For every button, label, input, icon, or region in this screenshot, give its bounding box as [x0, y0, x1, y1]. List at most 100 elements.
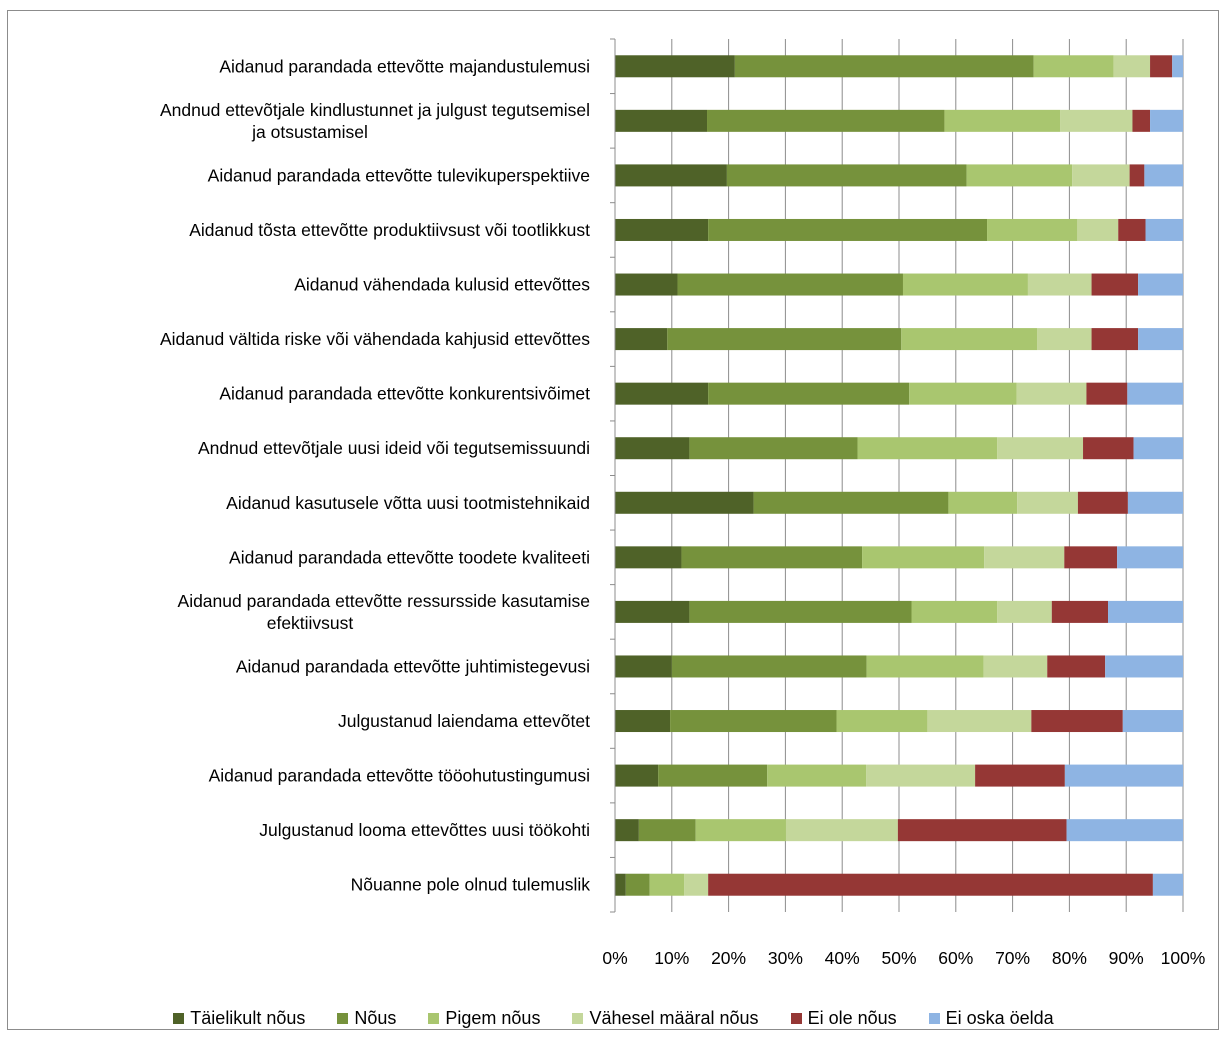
category-label: Julgustanud laiendama ettevõtet — [338, 711, 590, 731]
x-tick-labels: 0% 10% 20% 30% 40% 50% 60% 70% 80% 90% 100% — [602, 948, 1205, 968]
category-labels: Aidanud parandada ettevõtte majandustule… — [160, 56, 590, 894]
category-label: Aidanud vältida riske või vähendada kahj… — [160, 329, 590, 349]
category-label: Aidanud tõsta ettevõtte produktiivsust v… — [189, 220, 590, 240]
x-tick-label: 10% — [654, 948, 689, 968]
bar-segment — [966, 164, 1073, 187]
legend-swatch — [790, 1012, 802, 1024]
bar-segment — [708, 382, 910, 405]
x-tick-label: 30% — [768, 948, 803, 968]
bar-segment — [897, 819, 1067, 842]
bar-segment — [1033, 55, 1114, 78]
bar-segment — [1108, 600, 1183, 623]
bar-segment — [1138, 328, 1183, 351]
bar-segment — [667, 328, 902, 351]
category-label: Julgustanud looma ettevõttes uusi töökoh… — [259, 820, 590, 840]
bar-segment — [708, 218, 988, 241]
bar-segment — [1150, 55, 1173, 78]
bar-segment — [862, 546, 985, 569]
category-label: ja otsustamisel — [251, 122, 368, 142]
bar-segment — [1127, 382, 1183, 405]
bar-segment — [625, 873, 650, 896]
category-label: Aidanud parandada ettevõtte tööohutustin… — [209, 766, 590, 786]
legend-item: Nõus — [337, 1008, 396, 1029]
bar-segment — [1113, 55, 1151, 78]
legend-swatch — [572, 1012, 584, 1024]
bar-segment — [948, 491, 1018, 514]
x-tick-label: 20% — [711, 948, 746, 968]
bar-segment — [1152, 873, 1183, 896]
legend-swatch — [173, 1012, 185, 1024]
category-label: Aidanud parandada ettevõtte konkurentsiv… — [219, 384, 590, 404]
x-tick-label: 60% — [938, 948, 973, 968]
bar-segment — [909, 382, 1017, 405]
category-label: Aidanud parandada ettevõtte ressursside … — [178, 591, 590, 611]
bar-segment — [615, 655, 672, 678]
category-label: Andnud ettevõtjale uusi ideid või teguts… — [198, 438, 590, 458]
bar-segment — [684, 873, 709, 896]
legend-item: Ei ole nõus — [790, 1008, 897, 1029]
bars — [615, 55, 1183, 896]
legend-label: Täielikult nõus — [190, 1007, 306, 1028]
bar-segment — [1086, 382, 1128, 405]
bar-segment — [984, 546, 1065, 569]
x-tick-label: 50% — [881, 948, 916, 968]
bar-segment — [671, 655, 867, 678]
bar-segment — [649, 873, 685, 896]
bar-segment — [689, 600, 912, 623]
bar-segment — [1037, 328, 1092, 351]
bar-segment — [911, 600, 998, 623]
category-label: efektiivsust — [267, 613, 354, 633]
bar-segment — [615, 546, 682, 569]
x-tick-label: 40% — [825, 948, 860, 968]
bar-segment — [1072, 164, 1130, 187]
bar-segment — [615, 873, 626, 896]
bar-segment — [901, 328, 1038, 351]
bar-segment — [1077, 491, 1128, 514]
bar-segment — [1064, 764, 1183, 787]
bar-segment — [902, 273, 1028, 296]
bar-segment — [615, 600, 690, 623]
bar-segment — [1027, 273, 1092, 296]
bar-segment — [785, 819, 898, 842]
category-label: Aidanud parandada ettevõtte majandustule… — [219, 56, 590, 76]
bar-segment — [866, 655, 984, 678]
bar-segment — [1060, 109, 1133, 132]
legend-label: Nõus — [354, 1007, 397, 1028]
legend-swatch — [337, 1012, 349, 1024]
bar-segment — [1133, 437, 1183, 460]
bar-segment — [836, 710, 928, 733]
legend-item: Ei oska öelda — [928, 1008, 1054, 1029]
category-label: Aidanud parandada ettevõtte tulevikupers… — [208, 165, 590, 185]
bar-segment — [681, 546, 863, 569]
legend-label: Pigem nõus — [445, 1007, 541, 1028]
category-label: Aidanud kasutusele võtta uusi tootmisteh… — [226, 493, 590, 513]
bar-segment — [695, 819, 786, 842]
bar-segment — [1122, 710, 1183, 733]
bar-segment — [1118, 218, 1146, 241]
bar-segment — [997, 437, 1084, 460]
legend: Täielikult nõus Nõus Pigem nõus Vähesel mää… — [0, 1003, 1227, 1033]
legend-item: Vähesel määral nõus — [572, 1007, 759, 1029]
bar-segment — [615, 328, 668, 351]
bar-segment — [1117, 546, 1183, 569]
bar-segment — [1132, 109, 1151, 132]
bar-segment — [1144, 164, 1183, 187]
bar-segment — [615, 55, 735, 78]
bar-segment — [734, 55, 1034, 78]
bar-segment — [1083, 437, 1134, 460]
bar-segment — [708, 873, 1153, 896]
x-tick-label: 70% — [995, 948, 1030, 968]
legend-label: Vähesel määral nõus — [589, 1007, 759, 1028]
bar-segment — [997, 600, 1052, 623]
bar-segment — [1150, 109, 1183, 132]
bar-segment — [987, 218, 1078, 241]
bar-segment — [615, 819, 639, 842]
bar-segment — [1172, 55, 1183, 78]
axes — [610, 38, 616, 913]
bar-segment — [1127, 491, 1183, 514]
bar-segment — [753, 491, 949, 514]
x-tick-label: 80% — [1052, 948, 1087, 968]
x-tick-label: 100% — [1161, 948, 1206, 968]
bar-segment — [1047, 655, 1106, 678]
